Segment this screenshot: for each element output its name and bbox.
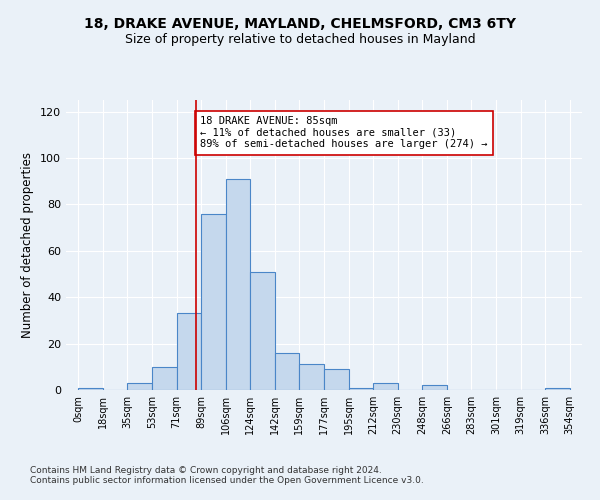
Text: Contains HM Land Registry data © Crown copyright and database right 2024.
Contai: Contains HM Land Registry data © Crown c… <box>30 466 424 485</box>
Y-axis label: Number of detached properties: Number of detached properties <box>22 152 34 338</box>
Bar <box>250 272 275 390</box>
Bar <box>349 388 373 390</box>
Bar <box>78 388 103 390</box>
Bar <box>226 179 250 390</box>
Bar <box>127 383 152 390</box>
Bar <box>299 364 324 390</box>
Bar <box>373 383 398 390</box>
Bar <box>152 367 176 390</box>
Text: 18 DRAKE AVENUE: 85sqm
← 11% of detached houses are smaller (33)
89% of semi-det: 18 DRAKE AVENUE: 85sqm ← 11% of detached… <box>200 116 488 150</box>
Bar <box>201 214 226 390</box>
Bar <box>324 369 349 390</box>
Bar <box>275 353 299 390</box>
Text: 18, DRAKE AVENUE, MAYLAND, CHELMSFORD, CM3 6TY: 18, DRAKE AVENUE, MAYLAND, CHELMSFORD, C… <box>84 18 516 32</box>
Text: Size of property relative to detached houses in Mayland: Size of property relative to detached ho… <box>125 32 475 46</box>
Bar <box>176 314 201 390</box>
Bar <box>422 386 447 390</box>
Bar <box>545 388 570 390</box>
